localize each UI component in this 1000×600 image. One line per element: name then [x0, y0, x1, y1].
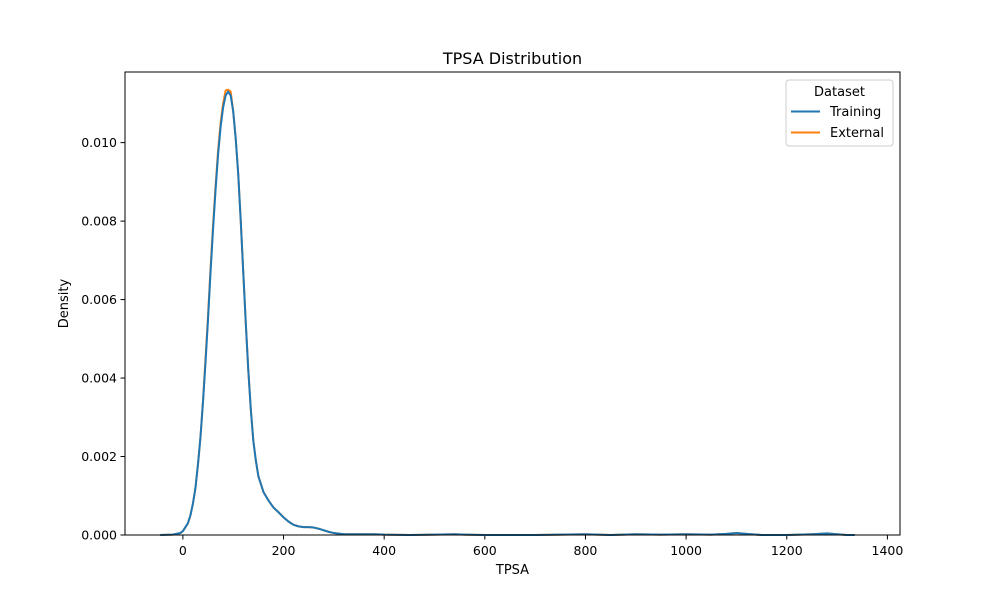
x-tick-label: 600 [473, 543, 497, 558]
x-tick-label: 1400 [872, 543, 904, 558]
x-tick-label: 0 [179, 543, 187, 558]
x-axis-ticks: 0 200 400 600 800 1000 1200 1400 [179, 535, 903, 558]
y-tick-label: 0.010 [81, 135, 117, 150]
x-axis-label: TPSA [495, 563, 529, 578]
legend: Dataset Training External [785, 79, 894, 147]
y-axis-label: Density [57, 278, 72, 328]
plot-area-frame [124, 71, 901, 536]
x-tick-label: 200 [272, 543, 296, 558]
legend-title: Dataset [814, 85, 865, 100]
y-axis-ticks: 0.000 0.002 0.004 0.006 0.008 0.010 [81, 135, 125, 543]
x-tick-label: 400 [372, 543, 396, 558]
x-tick-label: 800 [574, 543, 598, 558]
x-tick-label: 1200 [771, 543, 803, 558]
legend-label-external: External [830, 126, 884, 141]
y-tick-label: 0.002 [81, 449, 117, 464]
x-tick-label: 1000 [670, 543, 702, 558]
series-layer [160, 88, 855, 536]
y-tick-label: 0.004 [81, 371, 117, 386]
y-tick-label: 0.006 [81, 292, 117, 307]
chart-title: TPSA Distribution [442, 49, 582, 68]
y-tick-label: 0.000 [81, 528, 117, 543]
y-tick-label: 0.008 [81, 214, 117, 229]
legend-box [785, 79, 894, 147]
series-line-training [160, 90, 855, 536]
legend-label-training: Training [829, 105, 881, 120]
